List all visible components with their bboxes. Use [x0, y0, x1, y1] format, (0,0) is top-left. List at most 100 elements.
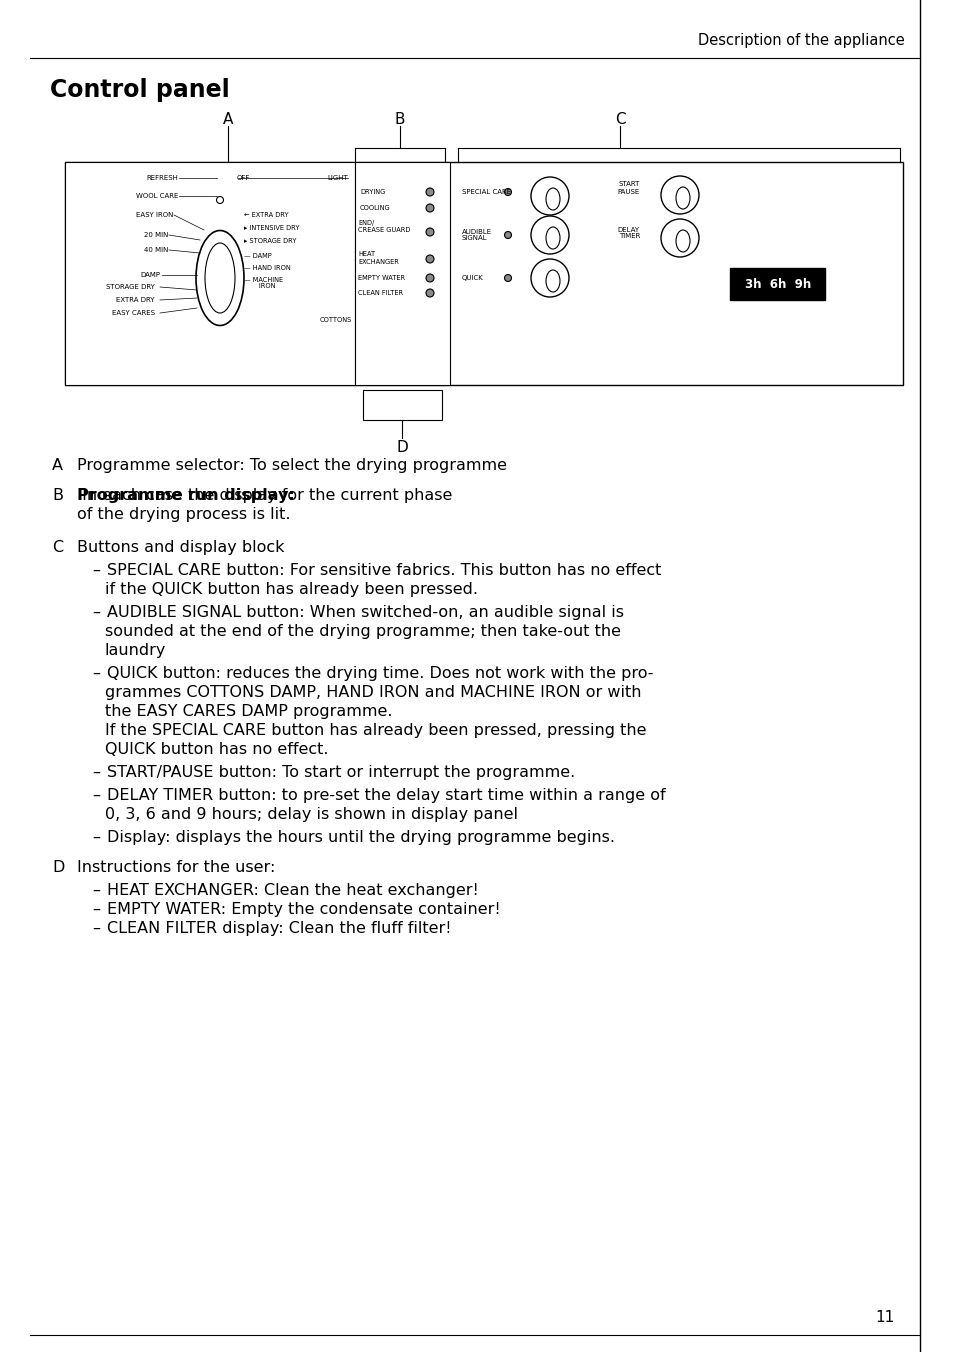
Text: SPECIAL CARE: SPECIAL CARE	[461, 189, 511, 195]
Text: EASY IRON: EASY IRON	[135, 212, 172, 218]
Text: DAMP: DAMP	[140, 272, 160, 279]
Text: START/PAUSE button: To start or interrupt the programme.: START/PAUSE button: To start or interrup…	[107, 765, 575, 780]
Circle shape	[531, 177, 568, 215]
Ellipse shape	[545, 188, 559, 210]
Text: A: A	[223, 112, 233, 127]
Text: COTTONS: COTTONS	[319, 316, 352, 323]
Text: of the drying process is lit.: of the drying process is lit.	[77, 507, 291, 522]
Text: grammes COTTONS DAMP, HAND IRON and MACHINE IRON or with: grammes COTTONS DAMP, HAND IRON and MACH…	[105, 685, 640, 700]
Text: if the QUICK button has already been pressed.: if the QUICK button has already been pre…	[105, 581, 477, 598]
Text: DELAY TIMER button: to pre-set the delay start time within a range of: DELAY TIMER button: to pre-set the delay…	[107, 788, 665, 803]
Circle shape	[426, 289, 434, 297]
Text: DRYING: DRYING	[359, 189, 385, 195]
Text: Description of the appliance: Description of the appliance	[698, 32, 904, 47]
Text: CLEAN FILTER display: Clean the fluff filter!: CLEAN FILTER display: Clean the fluff fi…	[107, 921, 451, 936]
Ellipse shape	[545, 227, 559, 249]
Text: REFRESH: REFRESH	[146, 174, 178, 181]
Bar	[355, 162, 450, 385]
Text: –: –	[91, 788, 100, 803]
Text: In each case the display for the current phase: In each case the display for the current…	[77, 488, 452, 503]
Text: –: –	[91, 562, 100, 579]
Text: –: –	[91, 830, 100, 845]
Text: QUICK button has no effect.: QUICK button has no effect.	[105, 742, 328, 757]
Circle shape	[426, 256, 434, 264]
Circle shape	[504, 274, 511, 281]
Text: –: –	[91, 604, 100, 621]
Text: OFF: OFF	[236, 174, 250, 181]
Bar	[729, 268, 824, 300]
Ellipse shape	[676, 230, 689, 251]
Text: QUICK button: reduces the drying time. Does not work with the pro-: QUICK button: reduces the drying time. D…	[107, 667, 653, 681]
Text: –: –	[91, 921, 100, 936]
Text: laundry: laundry	[105, 644, 166, 658]
Text: AUDIBLE
SIGNAL: AUDIBLE SIGNAL	[461, 228, 492, 242]
Circle shape	[504, 231, 511, 238]
Text: 0, 3, 6 and 9 hours; delay is shown in display panel: 0, 3, 6 and 9 hours; delay is shown in d…	[105, 807, 517, 822]
Circle shape	[216, 196, 223, 204]
Text: CLEAN FILTER: CLEAN FILTER	[357, 289, 403, 296]
Text: the EASY CARES DAMP programme.: the EASY CARES DAMP programme.	[105, 704, 392, 719]
Text: STORAGE DRY: STORAGE DRY	[106, 284, 154, 289]
Text: QUICK: QUICK	[461, 274, 483, 281]
Text: Buttons and display block: Buttons and display block	[77, 539, 284, 556]
Text: –: –	[91, 902, 100, 917]
Circle shape	[426, 204, 434, 212]
Text: START
PAUSE: START PAUSE	[618, 181, 639, 195]
Text: SPECIAL CARE button: For sensitive fabrics. This button has no effect: SPECIAL CARE button: For sensitive fabri…	[107, 562, 660, 579]
Text: 3h  6h  9h: 3h 6h 9h	[744, 277, 810, 291]
Text: COOLING: COOLING	[359, 206, 390, 211]
Text: If the SPECIAL CARE button has already been pressed, pressing the: If the SPECIAL CARE button has already b…	[105, 723, 646, 738]
Text: –: –	[91, 883, 100, 898]
Circle shape	[426, 274, 434, 283]
Text: AUDIBLE SIGNAL button: When switched-on, an audible signal is: AUDIBLE SIGNAL button: When switched-on,…	[107, 604, 623, 621]
Text: ▸ INTENSIVE DRY: ▸ INTENSIVE DRY	[244, 224, 299, 231]
Bar	[363, 389, 441, 420]
Text: — HAND IRON: — HAND IRON	[244, 265, 291, 270]
Text: B: B	[395, 112, 405, 127]
Text: ▸ STORAGE DRY: ▸ STORAGE DRY	[244, 238, 296, 243]
Text: C: C	[52, 539, 63, 556]
Circle shape	[531, 216, 568, 254]
Text: EASY CARES: EASY CARES	[112, 310, 154, 316]
Text: 40 MIN: 40 MIN	[144, 247, 168, 253]
Text: HEAT
EXCHANGER: HEAT EXCHANGER	[357, 251, 398, 265]
Text: ← EXTRA DRY: ← EXTRA DRY	[244, 212, 289, 218]
Text: EMPTY WATER: Empty the condensate container!: EMPTY WATER: Empty the condensate contai…	[107, 902, 500, 917]
Circle shape	[426, 188, 434, 196]
Ellipse shape	[545, 270, 559, 292]
Text: EMPTY WATER: EMPTY WATER	[357, 274, 405, 281]
Text: –: –	[91, 765, 100, 780]
Text: — DAMP: — DAMP	[244, 253, 272, 260]
Text: LIGHT: LIGHT	[327, 174, 348, 181]
Text: Instructions for the user:: Instructions for the user:	[77, 860, 275, 875]
Text: D: D	[395, 439, 408, 454]
Text: 20 MIN: 20 MIN	[144, 233, 168, 238]
Text: Control panel: Control panel	[50, 78, 230, 101]
Ellipse shape	[205, 243, 234, 314]
Circle shape	[531, 260, 568, 297]
Text: –: –	[91, 667, 100, 681]
Text: Programme run display:: Programme run display:	[77, 488, 294, 503]
Text: C: C	[614, 112, 624, 127]
Circle shape	[660, 176, 699, 214]
Circle shape	[660, 219, 699, 257]
Text: EXTRA DRY: EXTRA DRY	[116, 297, 154, 303]
Text: Programme selector: To select the drying programme: Programme selector: To select the drying…	[77, 458, 506, 473]
Text: A: A	[52, 458, 63, 473]
Text: END/
CREASE GUARD: END/ CREASE GUARD	[357, 220, 410, 234]
Bar	[65, 162, 902, 385]
Text: Display: displays the hours until the drying programme begins.: Display: displays the hours until the dr…	[107, 830, 615, 845]
Bar	[65, 162, 355, 385]
Text: WOOL CARE: WOOL CARE	[135, 193, 178, 199]
Circle shape	[504, 188, 511, 196]
Text: sounded at the end of the drying programme; then take-out the: sounded at the end of the drying program…	[105, 625, 620, 639]
Text: DELAY
TIMER: DELAY TIMER	[618, 227, 639, 239]
Text: — MACHINE
       IRON: — MACHINE IRON	[244, 277, 283, 289]
Text: 11: 11	[875, 1310, 894, 1325]
Text: HEAT EXCHANGER: Clean the heat exchanger!: HEAT EXCHANGER: Clean the heat exchanger…	[107, 883, 478, 898]
Circle shape	[426, 228, 434, 237]
Ellipse shape	[195, 230, 244, 326]
Text: B: B	[52, 488, 63, 503]
Text: D: D	[52, 860, 64, 875]
Ellipse shape	[676, 187, 689, 210]
